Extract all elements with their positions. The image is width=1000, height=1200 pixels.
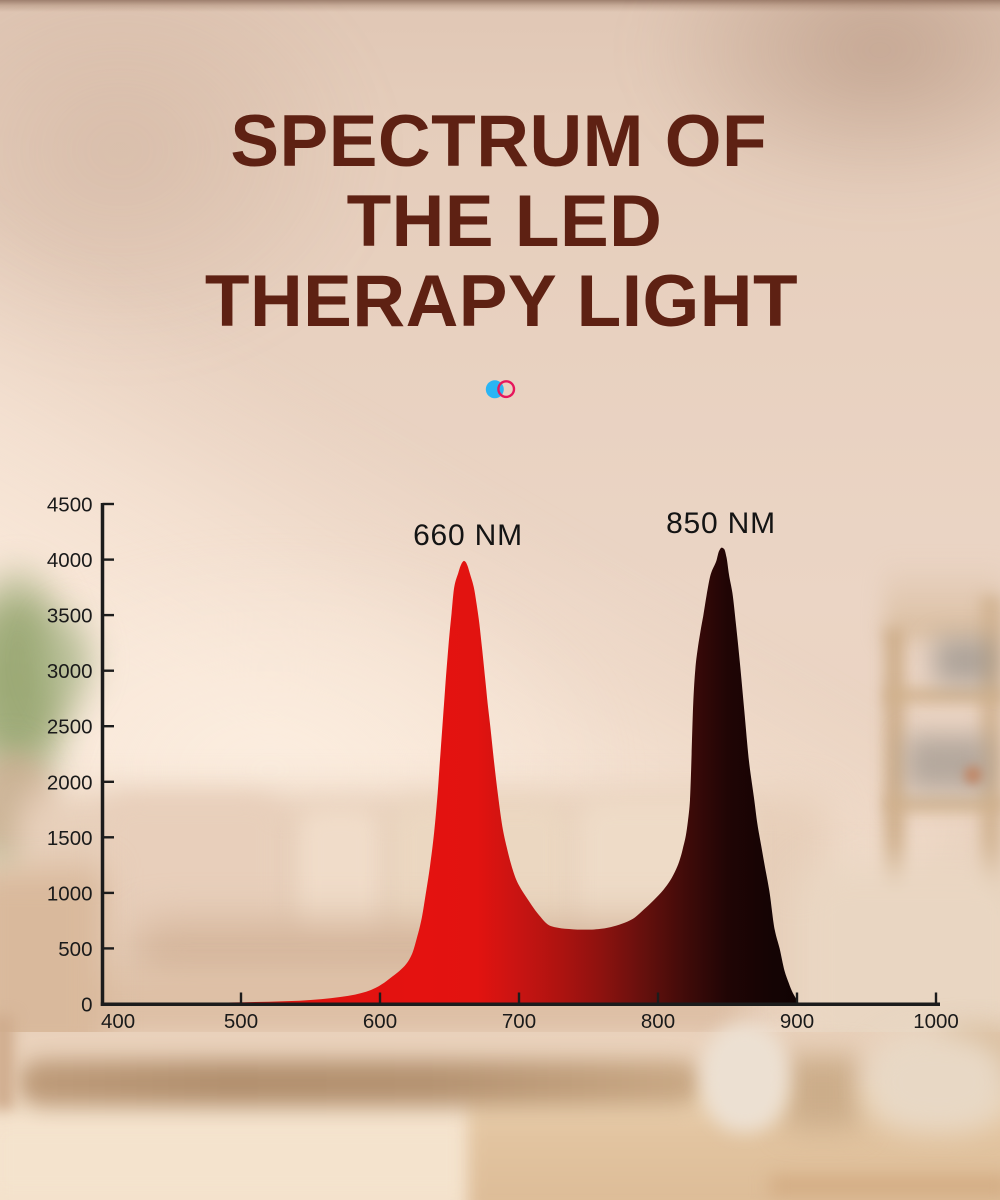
- svg-text:1500: 1500: [47, 827, 93, 850]
- svg-text:900: 900: [780, 1010, 814, 1033]
- svg-text:2000: 2000: [47, 771, 93, 794]
- svg-text:1000: 1000: [47, 882, 93, 905]
- svg-text:3500: 3500: [47, 605, 93, 628]
- svg-text:660 NM: 660 NM: [413, 519, 523, 552]
- svg-text:4500: 4500: [47, 494, 93, 517]
- svg-text:3000: 3000: [47, 660, 93, 683]
- svg-text:500: 500: [224, 1010, 258, 1033]
- svg-text:700: 700: [502, 1010, 536, 1033]
- svg-text:850 NM: 850 NM: [666, 507, 776, 540]
- svg-text:4000: 4000: [47, 549, 93, 572]
- svg-text:1000: 1000: [913, 1010, 959, 1033]
- svg-text:0: 0: [81, 994, 92, 1017]
- svg-text:800: 800: [641, 1010, 675, 1033]
- svg-text:500: 500: [58, 938, 92, 961]
- svg-text:600: 600: [363, 1010, 397, 1033]
- svg-text:400: 400: [101, 1010, 135, 1033]
- svg-text:2500: 2500: [47, 716, 93, 739]
